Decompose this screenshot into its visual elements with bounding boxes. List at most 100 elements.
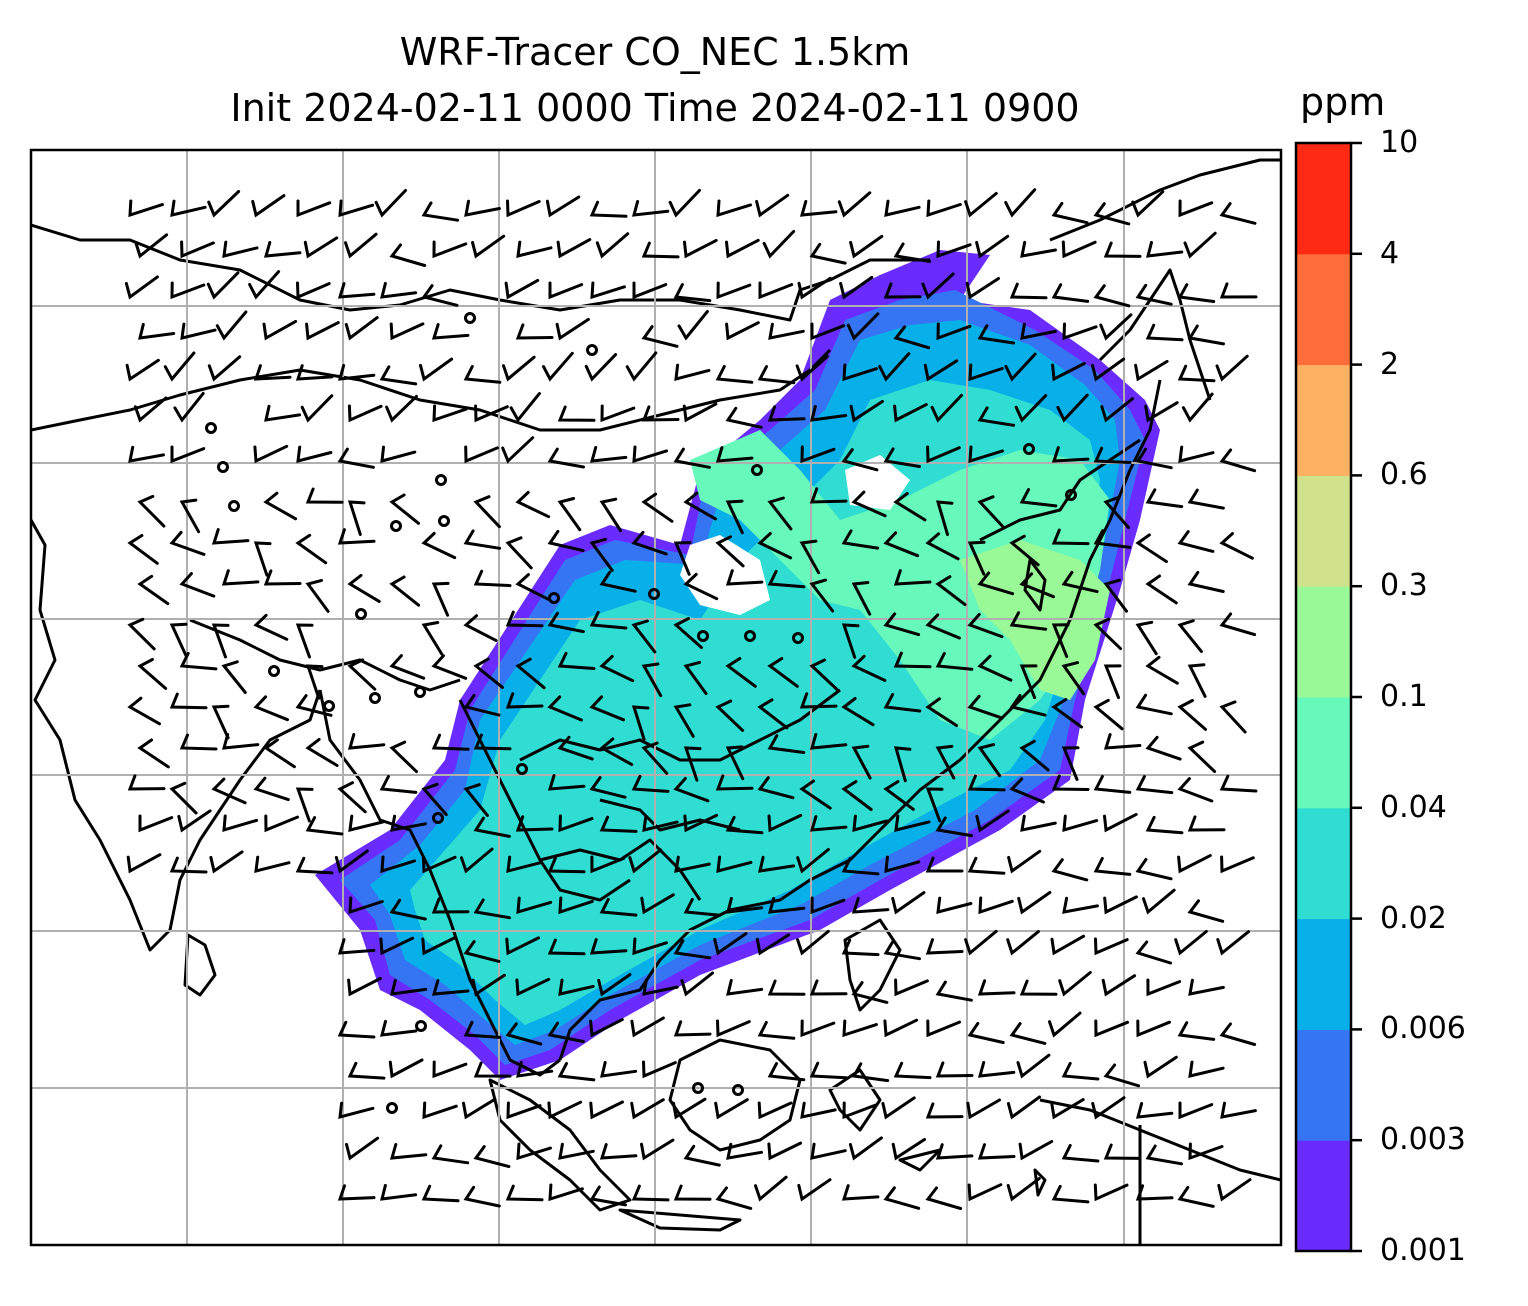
wind-barb (935, 1061, 974, 1078)
wind-barb (725, 499, 744, 535)
wind-barb (925, 1186, 963, 1210)
calm-wind-circle (369, 692, 381, 704)
wind-barb (683, 746, 702, 782)
wind-barb (841, 1184, 880, 1201)
wind-barb (800, 1019, 836, 1038)
wind-barb (799, 779, 832, 810)
wind-barb (1187, 815, 1226, 832)
wind-barb (125, 358, 160, 382)
wind-barb (516, 240, 553, 258)
wind-barb (180, 322, 217, 340)
wind-barb (432, 240, 468, 259)
wind-barb (1188, 1060, 1225, 1078)
wind-barb (263, 569, 302, 586)
wind-barb (842, 1019, 878, 1038)
wind-barb (390, 978, 428, 996)
wind-barb (380, 1183, 418, 1201)
wind-barb (851, 897, 890, 914)
wind-barb (762, 230, 796, 259)
wind-barb (1009, 1022, 1047, 1045)
wind-barb (515, 490, 551, 519)
calm-wind-circle (516, 763, 528, 775)
wind-barb (1135, 693, 1173, 716)
wind-barb (337, 938, 376, 955)
wind-barb (883, 939, 921, 961)
wind-barb (389, 322, 425, 341)
wind-barb (600, 404, 636, 423)
wind-barb (127, 534, 159, 565)
wind-barb (462, 1097, 497, 1120)
wind-barb (206, 271, 240, 300)
wind-barb (673, 703, 695, 738)
wind-barb (431, 654, 468, 680)
wind-barb (641, 662, 663, 698)
wind-barb (1187, 740, 1217, 773)
wind-barb (180, 240, 215, 259)
wind-barb (179, 651, 218, 671)
wind-barb (673, 617, 703, 649)
wind-barb (263, 241, 302, 258)
wind-barb (967, 774, 1006, 792)
wind-barb (893, 651, 932, 669)
wind-barb (170, 445, 206, 464)
wind-barb (631, 200, 670, 217)
wind-barb (677, 310, 709, 341)
wind-barb (305, 578, 330, 613)
wind-barb (757, 1101, 793, 1120)
wind-barb (1131, 190, 1165, 218)
wind-barb (926, 445, 961, 464)
wind-barb (557, 735, 594, 761)
wind-barb (305, 321, 340, 341)
wind-barb (683, 491, 717, 521)
wind-barb (170, 199, 207, 217)
wind-barb (725, 745, 745, 781)
wind-barb (463, 365, 502, 384)
wind-barb (347, 658, 377, 691)
wind-barb (883, 693, 922, 713)
wind-barb (767, 657, 799, 688)
wind-barb (640, 893, 675, 915)
wind-barb (1145, 488, 1184, 509)
wind-barb (925, 613, 961, 640)
wind-barb (1056, 393, 1089, 423)
wind-barb (965, 277, 1000, 300)
wind-barb (348, 814, 385, 832)
wind-barb (795, 354, 829, 382)
wind-barb (347, 1061, 386, 1080)
wind-barb (848, 1136, 883, 1161)
wind-barb (1145, 574, 1178, 605)
wind-barb (1188, 978, 1225, 996)
wind-barb (1177, 364, 1216, 383)
wind-barb (1181, 392, 1214, 423)
wind-barb (842, 1101, 878, 1120)
wind-barb (796, 848, 830, 874)
wind-barb (127, 617, 156, 651)
wind-barb (126, 853, 162, 874)
wind-barb (925, 787, 944, 823)
wind-barb (1187, 324, 1225, 346)
wind-barb (337, 364, 376, 381)
wind-barb (683, 660, 708, 695)
wind-barb (1051, 201, 1089, 225)
wind-barb (968, 445, 1004, 464)
wind-barb (767, 496, 793, 531)
wind-barb (545, 195, 581, 218)
wind-barb (1145, 655, 1179, 685)
wind-barb (628, 848, 663, 874)
wind-barb (1219, 532, 1254, 560)
wind-barb (254, 855, 291, 873)
wind-barb (473, 1145, 511, 1168)
wind-barb (471, 973, 506, 997)
wind-barb (754, 1175, 788, 1202)
wind-barb (253, 776, 290, 802)
wind-barb (506, 1101, 542, 1120)
wind-barb (589, 695, 625, 722)
wind-barb (894, 978, 929, 997)
wind-barb (1051, 1184, 1090, 1204)
wind-barb (505, 610, 544, 628)
wind-barb (1187, 570, 1225, 593)
wind-barb (925, 697, 958, 727)
colorbar-segment (1296, 918, 1351, 1030)
wind-barb (841, 529, 880, 550)
wind-barb (471, 234, 506, 259)
